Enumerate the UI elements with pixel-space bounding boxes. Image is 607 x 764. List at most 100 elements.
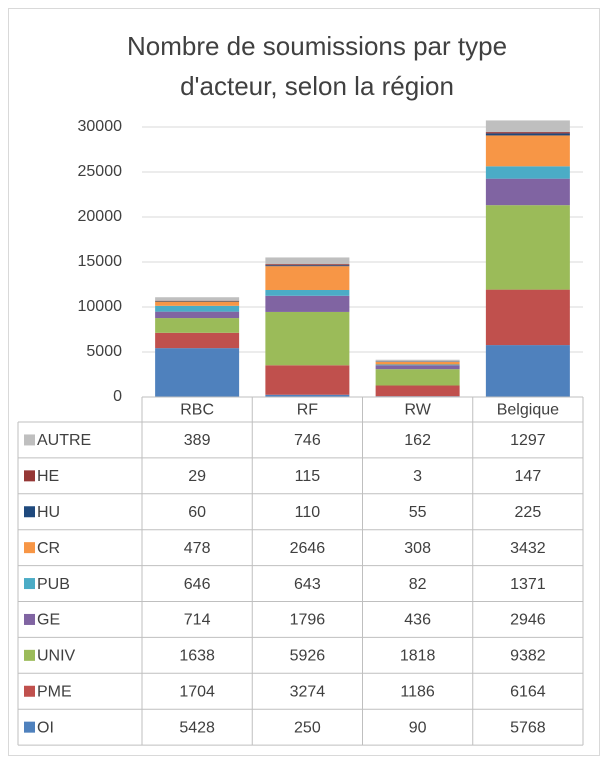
legend-swatch bbox=[24, 578, 35, 590]
bar-segment bbox=[375, 359, 460, 362]
chart-title: Nombre de soumissions par type d'acteur,… bbox=[126, 31, 508, 101]
y-tick-label: 10000 bbox=[78, 298, 123, 315]
table-cell: 5768 bbox=[510, 719, 546, 736]
bar-segment bbox=[485, 289, 570, 346]
bar-segment bbox=[485, 135, 570, 167]
bar-segment bbox=[485, 345, 570, 397]
y-tick-label: 5000 bbox=[86, 343, 122, 360]
bar-segment bbox=[485, 205, 570, 290]
table-cell: 436 bbox=[404, 612, 431, 629]
y-tick-label: 0 bbox=[113, 388, 122, 405]
legend-swatch bbox=[24, 470, 35, 482]
bar-segment bbox=[155, 348, 240, 397]
bar-segment bbox=[265, 289, 350, 296]
bar-segment bbox=[485, 178, 570, 206]
legend-swatch bbox=[24, 506, 35, 518]
bar-segment bbox=[265, 365, 350, 395]
bar-segment bbox=[375, 364, 460, 366]
table-cell: 714 bbox=[184, 612, 211, 629]
bar-segment bbox=[265, 311, 350, 366]
table-cell: 162 bbox=[404, 432, 431, 449]
bar-segment bbox=[155, 311, 240, 319]
x-tick-label: RBC bbox=[180, 402, 214, 419]
legend-label: OI bbox=[37, 719, 54, 736]
legend-label: PUB bbox=[37, 576, 70, 593]
table-cell: 308 bbox=[404, 540, 431, 557]
legend-label: CR bbox=[37, 540, 60, 557]
table-cell: 5926 bbox=[290, 648, 326, 665]
table-cell: 3432 bbox=[510, 540, 546, 557]
table-cell: 147 bbox=[515, 468, 542, 485]
table-cell: 6164 bbox=[510, 683, 546, 700]
bar-segment bbox=[375, 369, 460, 386]
table-cell: 2946 bbox=[510, 612, 546, 629]
legend-label: UNIV bbox=[37, 648, 76, 665]
bar-segment bbox=[265, 394, 350, 397]
bar-segment bbox=[265, 265, 350, 267]
table-cell: 1371 bbox=[510, 576, 546, 593]
bar-segment bbox=[155, 318, 240, 333]
bar-segment bbox=[265, 257, 350, 265]
bar-segment bbox=[375, 361, 460, 365]
table-cell: 1297 bbox=[510, 432, 546, 449]
legend-label: HU bbox=[37, 504, 60, 521]
bar-segment bbox=[485, 132, 570, 134]
x-tick-label: RW bbox=[404, 402, 431, 419]
table-cell: 115 bbox=[295, 468, 321, 485]
table-cell: 1796 bbox=[290, 612, 326, 629]
table-cell: 110 bbox=[295, 504, 321, 521]
y-tick-label: 20000 bbox=[78, 208, 123, 225]
bar-segment bbox=[485, 120, 570, 133]
bar-segment bbox=[375, 385, 460, 397]
legend-label: AUTRE bbox=[37, 432, 91, 449]
table-cell: 29 bbox=[188, 468, 206, 485]
table-cell: 5428 bbox=[179, 719, 215, 736]
bar-segment bbox=[485, 166, 570, 179]
table-cell: 646 bbox=[184, 576, 211, 593]
table-cell: 3 bbox=[413, 468, 422, 485]
table-cell: 3274 bbox=[290, 683, 326, 700]
table-cell: 90 bbox=[409, 719, 427, 736]
legend-swatch bbox=[24, 542, 35, 554]
table-cell: 1638 bbox=[179, 648, 215, 665]
legend-swatch bbox=[24, 649, 35, 661]
legend-swatch bbox=[24, 685, 35, 697]
y-tick-label: 15000 bbox=[78, 253, 123, 270]
y-tick-label: 25000 bbox=[78, 163, 123, 180]
legend-label: HE bbox=[37, 468, 59, 485]
bar-segment bbox=[265, 264, 350, 266]
bar-segment bbox=[265, 266, 350, 290]
table-cell: 389 bbox=[184, 432, 211, 449]
table-cell: 746 bbox=[294, 432, 321, 449]
table-cell: 1818 bbox=[400, 648, 436, 665]
table-cell: 1186 bbox=[400, 683, 435, 700]
table-cell: 250 bbox=[294, 719, 321, 736]
bar-segment bbox=[265, 295, 350, 312]
x-tick-label: Belgique bbox=[497, 402, 559, 419]
y-tick-label: 30000 bbox=[78, 118, 123, 135]
table-cell: 9382 bbox=[510, 648, 546, 665]
bar-segment bbox=[155, 332, 240, 349]
table-cell: 2646 bbox=[290, 540, 326, 557]
table-cell: 1704 bbox=[179, 683, 215, 700]
legend-swatch bbox=[24, 613, 35, 625]
legend-swatch bbox=[24, 721, 35, 733]
legend-label: PME bbox=[37, 683, 72, 700]
table-cell: 55 bbox=[409, 504, 427, 521]
legend-swatch bbox=[24, 434, 35, 446]
bar-segment bbox=[155, 301, 240, 306]
table-cell: 478 bbox=[184, 540, 211, 557]
bar-segment bbox=[155, 297, 240, 301]
table-cell: 225 bbox=[515, 504, 542, 521]
bar-segment bbox=[155, 305, 240, 312]
x-tick-label: RF bbox=[297, 402, 319, 419]
legend-label: GE bbox=[37, 612, 60, 629]
table-cell: 60 bbox=[188, 504, 206, 521]
bar-segment bbox=[485, 133, 570, 136]
table-cell: 643 bbox=[294, 576, 321, 593]
table-cell: 82 bbox=[409, 576, 427, 593]
bar-segment bbox=[155, 300, 240, 302]
bar-segment bbox=[375, 365, 460, 370]
